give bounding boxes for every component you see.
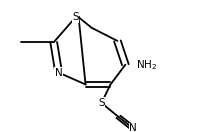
Text: N: N <box>55 68 62 78</box>
Text: S: S <box>72 12 79 22</box>
Text: NH$_2$: NH$_2$ <box>136 58 157 72</box>
Text: S: S <box>98 98 105 108</box>
Text: N: N <box>129 123 137 132</box>
